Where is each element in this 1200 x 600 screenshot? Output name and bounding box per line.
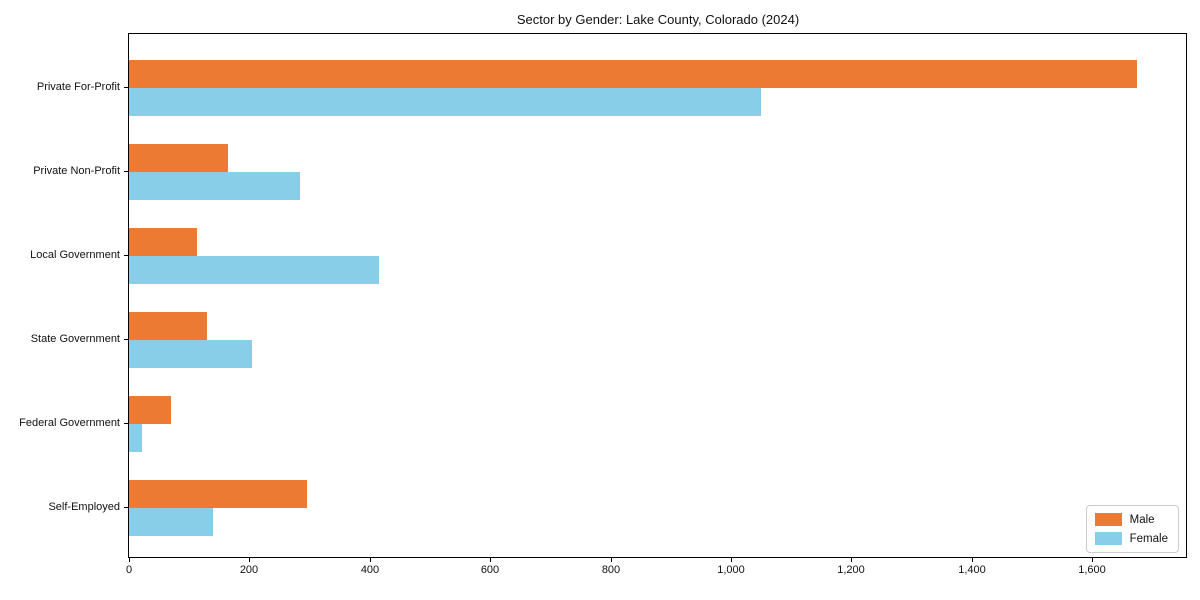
legend-swatch-female xyxy=(1094,532,1122,545)
bar-male-3 xyxy=(129,312,207,340)
bar-female-5 xyxy=(129,508,213,536)
legend-label-male: Male xyxy=(1129,513,1155,526)
y-tick-label: Federal Government xyxy=(19,417,120,429)
bar-male-2 xyxy=(129,228,197,256)
bar-female-1 xyxy=(129,172,300,200)
plot-area: Male Female xyxy=(128,33,1187,558)
bar-female-3 xyxy=(129,340,252,368)
x-tick-label: 400 xyxy=(360,564,380,576)
x-tick-label: 1,400 xyxy=(958,564,986,576)
x-tick-mark xyxy=(129,558,130,562)
bar-male-4 xyxy=(129,396,171,424)
y-tick-mark xyxy=(124,423,128,424)
x-tick-mark xyxy=(1092,558,1093,562)
y-tick-mark xyxy=(124,507,128,508)
x-tick-label: 800 xyxy=(601,564,621,576)
bar-male-1 xyxy=(129,144,228,172)
bar-female-2 xyxy=(129,256,379,284)
legend-item-female: Female xyxy=(1094,532,1168,545)
y-tick-label: Private Non-Profit xyxy=(33,165,120,177)
x-tick-label: 600 xyxy=(480,564,500,576)
y-tick-mark xyxy=(124,255,128,256)
x-tick-mark xyxy=(972,558,973,562)
y-tick-mark xyxy=(124,171,128,172)
x-tick-mark xyxy=(851,558,852,562)
legend: Male Female xyxy=(1085,505,1179,553)
y-tick-label: Self-Employed xyxy=(48,501,120,513)
y-tick-mark xyxy=(124,87,128,88)
x-tick-mark xyxy=(249,558,250,562)
bar-male-0 xyxy=(129,60,1137,88)
x-tick-label: 0 xyxy=(125,564,133,576)
x-tick-label: 1,600 xyxy=(1078,564,1106,576)
legend-label-female: Female xyxy=(1129,532,1168,545)
x-tick-mark xyxy=(490,558,491,562)
x-tick-mark xyxy=(611,558,612,562)
chart-title: Sector by Gender: Lake County, Colorado … xyxy=(516,12,800,27)
y-tick-mark xyxy=(124,339,128,340)
bar-female-4 xyxy=(129,424,142,452)
legend-swatch-male xyxy=(1094,513,1122,526)
x-tick-label: 1,200 xyxy=(837,564,865,576)
x-tick-mark xyxy=(731,558,732,562)
x-tick-mark xyxy=(370,558,371,562)
x-tick-label: 1,000 xyxy=(717,564,745,576)
y-tick-label: Private For-Profit xyxy=(36,81,120,93)
bar-male-5 xyxy=(129,480,307,508)
bar-female-0 xyxy=(129,88,761,116)
x-tick-label: 200 xyxy=(239,564,259,576)
legend-item-male: Male xyxy=(1094,513,1168,526)
y-tick-label: State Government xyxy=(30,333,120,345)
y-tick-label: Local Government xyxy=(30,249,120,261)
